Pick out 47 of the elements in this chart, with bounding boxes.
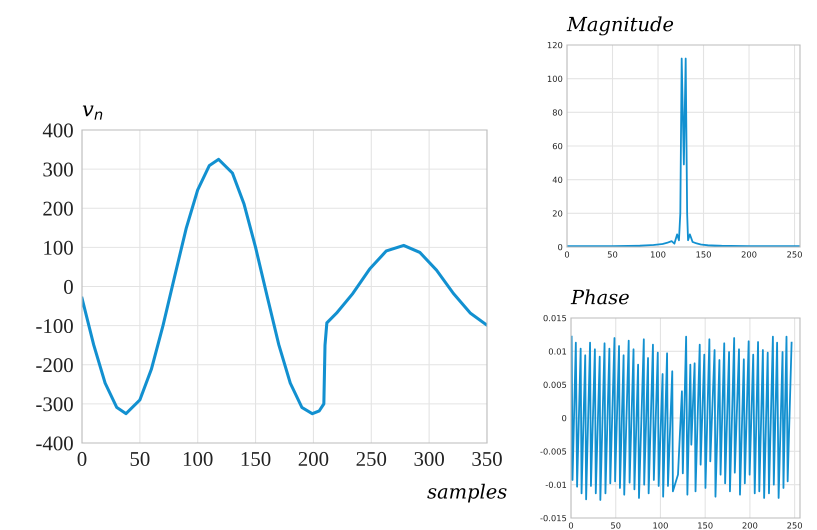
x-tick-label: 0	[568, 522, 574, 529]
x-tick-label: 50	[611, 522, 620, 529]
x-tick-label: 250	[356, 452, 386, 466]
x-tick-label: 100	[184, 452, 213, 466]
x-tick-label: 200	[742, 251, 756, 258]
y-tick-label: -300	[36, 397, 73, 412]
y-tick-label: 100	[548, 76, 562, 82]
y-tick-label: -0.015	[540, 514, 566, 522]
y-tick-label: -0.01	[546, 482, 566, 488]
y-tick-label: 40	[552, 176, 562, 183]
x-tick-label: 150	[698, 522, 713, 529]
x-tick-label: 0	[78, 452, 86, 466]
chart-title: Phase	[570, 289, 629, 304]
y-tick-label: 200	[43, 202, 73, 216]
y-tick-label: 0.01	[548, 348, 566, 355]
x-tick-label: 50	[608, 251, 618, 258]
line-series	[82, 158, 487, 416]
x-tick-label: 100	[650, 251, 666, 258]
y-tick-label: 300	[43, 162, 73, 177]
y-tick-label: -0.005	[540, 448, 566, 455]
y-axis-title: v$_{n}$	[82, 105, 102, 120]
y-tick-label: 80	[552, 109, 562, 116]
y-tick-label: -200	[36, 358, 73, 372]
x-tick-label: 300	[414, 452, 444, 466]
x-tick-label: 100	[653, 522, 668, 529]
y-tick-label: 20	[552, 210, 562, 217]
x-tick-label: 150	[696, 251, 711, 258]
x-tick-label: 150	[242, 452, 270, 466]
x-tick-label: 250	[787, 251, 802, 258]
y-tick-label: 400	[42, 123, 73, 138]
y-tick-label: 120	[548, 42, 562, 48]
x-tick-label: 250	[787, 522, 802, 529]
y-tick-label: 0.005	[544, 382, 566, 388]
y-tick-label: 0	[558, 244, 562, 250]
y-tick-label: 60	[552, 142, 562, 150]
x-tick-label: 50	[130, 452, 150, 466]
y-tick-label: -400	[36, 436, 73, 450]
x-tick-label: 200	[298, 452, 328, 466]
x-tick-label: 200	[742, 522, 758, 529]
y-tick-label: 0	[64, 280, 73, 294]
x-tick-label: 350	[472, 452, 502, 466]
chart-title: Magnitude	[566, 16, 674, 36]
y-tick-label: -100	[36, 319, 73, 334]
x-axis-title: samples	[427, 484, 507, 503]
y-tick-label: 0.015	[544, 314, 566, 322]
line-series	[571, 336, 792, 501]
y-tick-label: 0	[562, 414, 566, 422]
